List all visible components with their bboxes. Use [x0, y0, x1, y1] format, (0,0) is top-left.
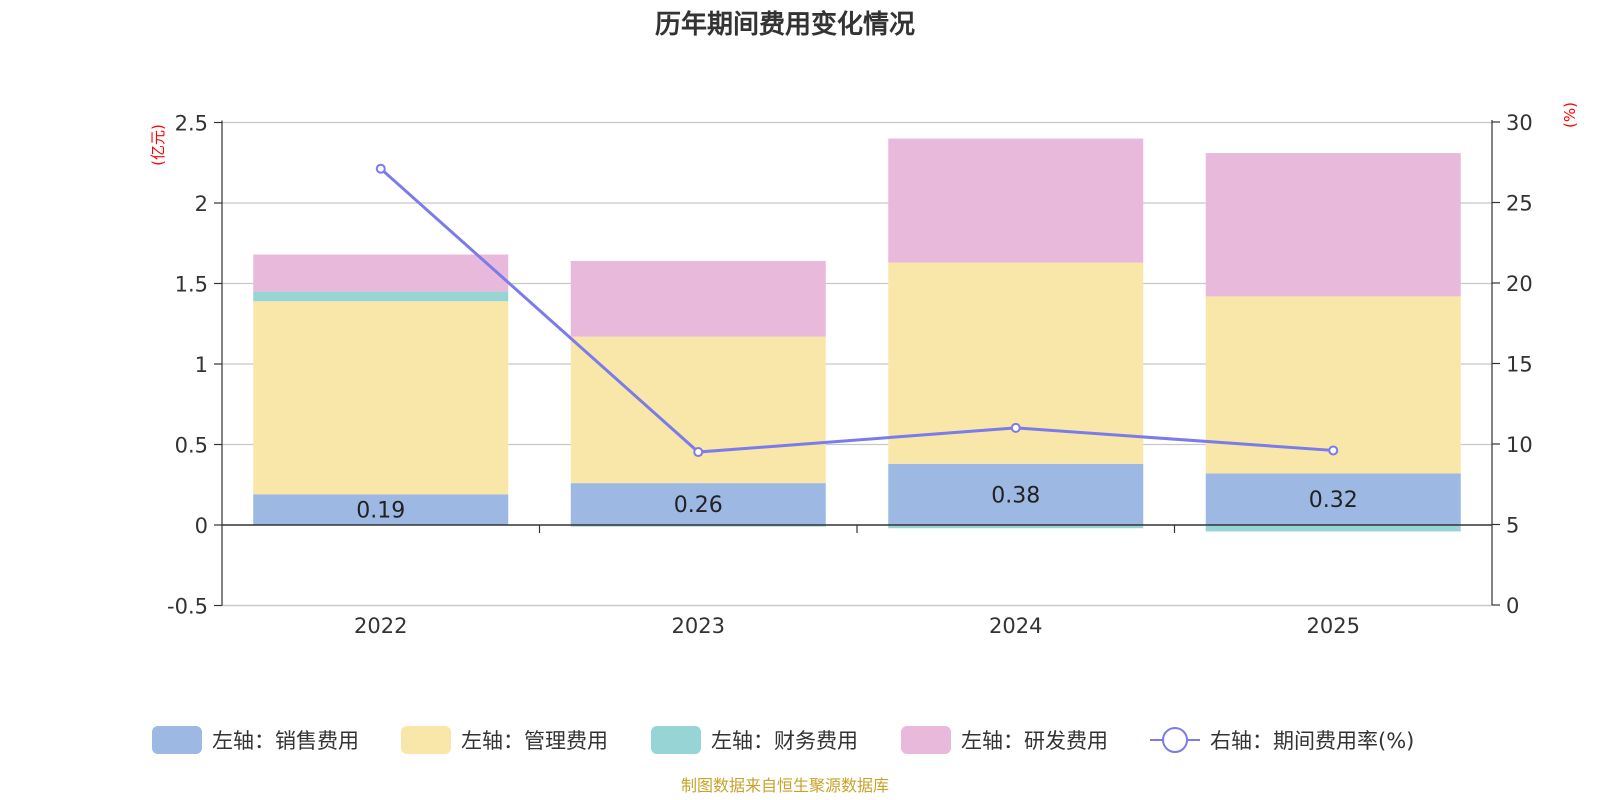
bar-segment	[570, 483, 826, 525]
right-axis-tick-label: 15	[1506, 353, 1533, 377]
bar-segment	[570, 336, 826, 484]
legend-swatch	[152, 726, 202, 754]
legend-swatch	[401, 726, 451, 754]
bars	[253, 138, 1461, 532]
rate-point	[693, 447, 704, 458]
left-axis-tick-label: 1	[195, 353, 208, 377]
legend-label: 右轴：期间费用率(%)	[1210, 729, 1414, 753]
legend-label: 左轴：财务费用	[711, 729, 858, 753]
bar-data-label: 0.38	[991, 483, 1040, 508]
bar-segment	[888, 463, 1144, 525]
left-axis-unit: (亿元)	[149, 124, 167, 166]
rate-point	[1010, 422, 1021, 433]
bar-data-label: 0.32	[1309, 488, 1358, 513]
right-axis-tick-label: 25	[1506, 192, 1533, 216]
bar-data-label: 0.19	[356, 499, 405, 524]
bar-segment	[888, 138, 1144, 263]
legend-marker	[1162, 727, 1188, 753]
x-axis-tick-label: 2022	[354, 614, 407, 638]
right-axis-tick-label: 0	[1506, 594, 1519, 618]
rate-line	[379, 167, 1334, 454]
bar-segment	[570, 525, 826, 527]
rate-point	[1328, 445, 1339, 456]
x-axis-tick-label: 2025	[1307, 614, 1360, 638]
left-axis-tick-label: 0	[195, 514, 208, 538]
left-axis-tick-label: 2	[195, 192, 208, 216]
x-axis-tick-label: 2023	[672, 614, 725, 638]
right-axis-tick-label: 30	[1506, 111, 1533, 135]
legend-label: 左轴：销售费用	[212, 729, 359, 753]
left-axis-tick-label: 1.5	[175, 273, 208, 297]
legend-label: 左轴：管理费用	[461, 729, 608, 753]
legend-swatch	[901, 726, 951, 754]
legend-label: 左轴：研发费用	[961, 729, 1108, 753]
left-axis-tick-label: -0.5	[167, 595, 208, 619]
bar-segment	[570, 260, 826, 337]
right-axis-tick-label: 10	[1506, 433, 1533, 457]
right-axis-tick-label: 20	[1506, 272, 1533, 296]
bar-segment	[1205, 525, 1461, 532]
right-axis-unit: (%)	[1561, 102, 1579, 128]
rate-point	[375, 163, 386, 174]
left-axis-tick-label: 0.5	[175, 434, 208, 458]
bar-segment	[253, 291, 509, 302]
right-axis-tick-label: 5	[1506, 514, 1519, 538]
line-series	[375, 163, 1339, 458]
legend: 左轴：销售费用 左轴：管理费用 左轴：财务费用 左轴：研发费用 右轴：期间费用率(%)	[152, 726, 1414, 754]
bar-segment	[1205, 153, 1461, 297]
bar-segment	[253, 494, 509, 525]
chart-title: 历年期间费用变化情况	[655, 9, 915, 40]
left-axis-tick-label: 2.5	[175, 112, 208, 136]
bar-segment	[1205, 473, 1461, 525]
x-axis-tick-label: 2024	[989, 614, 1042, 638]
source-note: 制图数据来自恒生聚源数据库	[681, 776, 889, 795]
legend-swatch	[651, 726, 701, 754]
bar-data-label: 0.26	[674, 493, 723, 518]
data-labels: 0.19 0.26 0.38 0.32	[356, 483, 1357, 523]
bar-segment	[253, 254, 509, 292]
bar-segment	[888, 525, 1144, 529]
bar-segment	[253, 301, 509, 495]
